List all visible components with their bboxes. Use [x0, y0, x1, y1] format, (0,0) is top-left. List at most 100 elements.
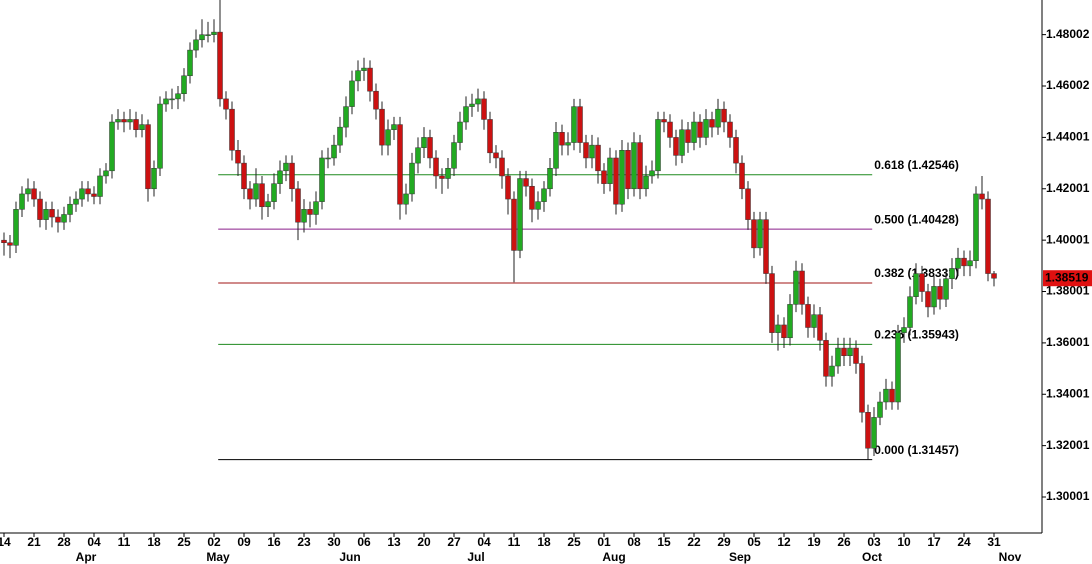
candle-body: [895, 332, 901, 403]
fib-level-label: 0.382 (1.38331): [874, 266, 959, 280]
candle-body: [337, 126, 343, 146]
candle-body: [589, 144, 595, 159]
candle-body: [805, 304, 811, 328]
candle-body: [223, 98, 229, 110]
x-tick-label: 19: [807, 535, 821, 549]
x-tick-label: 04: [87, 535, 101, 549]
candle-body: [619, 150, 625, 205]
candle-body: [283, 162, 289, 172]
candle-body: [841, 347, 847, 357]
candle-body: [415, 147, 421, 164]
month-label: May: [206, 550, 230, 564]
candle-body: [457, 121, 463, 143]
candle-body: [787, 304, 793, 339]
candle-body: [493, 152, 499, 159]
x-tick-label: 03: [867, 535, 881, 549]
x-tick-label: 27: [447, 535, 461, 549]
candle-body: [595, 144, 601, 172]
candle-body: [199, 34, 205, 41]
x-tick-label: 31: [987, 535, 1001, 549]
candle-body: [109, 121, 115, 172]
candle-body: [547, 167, 553, 190]
candle-body: [121, 119, 127, 123]
candle-body: [613, 157, 619, 205]
y-tick-label: 1.46002: [1046, 78, 1090, 92]
candle-body: [679, 129, 685, 156]
candle-body: [37, 198, 43, 220]
candle-body: [349, 80, 355, 107]
x-tick-label: 14: [0, 535, 11, 549]
candle-body: [661, 119, 667, 123]
candle-body: [961, 257, 967, 267]
candle-body: [751, 219, 757, 249]
month-label: Apr: [76, 550, 97, 564]
candle-body: [145, 124, 151, 190]
candle-body: [769, 273, 775, 333]
candle-body: [883, 388, 889, 403]
month-label: Sep: [729, 550, 751, 564]
x-tick-label: 25: [567, 535, 581, 549]
candle-body: [871, 417, 877, 449]
month-label: Aug: [602, 550, 625, 564]
x-tick-label: 11: [118, 535, 131, 549]
candle-body: [325, 157, 331, 160]
fib-level-label: 0.500 (1.40428): [874, 212, 959, 226]
candle-body: [241, 162, 247, 190]
candle-body: [181, 75, 187, 95]
candle-body: [469, 103, 475, 107]
fib-level-label: 0.236 (1.35943): [874, 328, 959, 342]
x-tick-label: 09: [237, 535, 251, 549]
candle-body: [97, 175, 103, 197]
candle-body: [427, 137, 433, 159]
x-tick-label: 18: [147, 535, 161, 549]
x-tick-label: 02: [207, 535, 221, 549]
y-tick-label: 1.48002: [1046, 27, 1090, 41]
x-tick-label: 28: [57, 535, 71, 549]
candle-body: [205, 34, 211, 36]
x-tick-label: 26: [837, 535, 851, 549]
candle-body: [715, 108, 721, 128]
x-tick-label: 29: [717, 535, 731, 549]
candle-body: [631, 142, 637, 190]
candle-body: [19, 193, 25, 210]
candle-body: [793, 270, 799, 305]
y-tick-label: 1.36001: [1046, 335, 1090, 349]
candle-body: [139, 124, 145, 130]
x-tick-label: 08: [627, 535, 641, 549]
candle-body: [295, 188, 301, 223]
x-tick-label: 24: [957, 535, 971, 549]
candle-body: [733, 137, 739, 164]
candle-body: [43, 209, 49, 220]
candle-body: [169, 98, 175, 101]
candle-body: [763, 219, 769, 274]
candle-body: [229, 108, 235, 151]
candle-body: [307, 209, 313, 215]
candle-body: [127, 119, 133, 123]
candle-body: [601, 170, 607, 184]
candle-body: [835, 347, 841, 367]
candle-body: [499, 157, 505, 177]
candle-body: [211, 31, 217, 35]
candle-body: [61, 214, 67, 223]
candle-body: [931, 286, 937, 308]
last-price-label: 1.38519: [1045, 270, 1089, 284]
x-tick-label: 20: [417, 535, 431, 549]
y-tick-label: 1.42001: [1046, 181, 1090, 195]
candle-body: [379, 108, 385, 146]
candle-body: [313, 201, 319, 215]
candle-body: [511, 198, 517, 251]
candle-body: [649, 170, 655, 177]
candle-body: [691, 121, 697, 143]
candle-body: [253, 183, 259, 200]
candle-body: [991, 273, 997, 279]
candle-body: [709, 119, 715, 128]
candle-body: [943, 278, 949, 300]
x-tick-label: 04: [477, 535, 491, 549]
candle-body: [319, 157, 325, 202]
x-tick-label: 17: [927, 535, 941, 549]
candle-body: [367, 67, 373, 92]
candle-body: [859, 363, 865, 413]
month-label: Oct: [862, 550, 882, 564]
last-price-box: [1043, 270, 1092, 287]
x-tick-label: 18: [537, 535, 551, 549]
